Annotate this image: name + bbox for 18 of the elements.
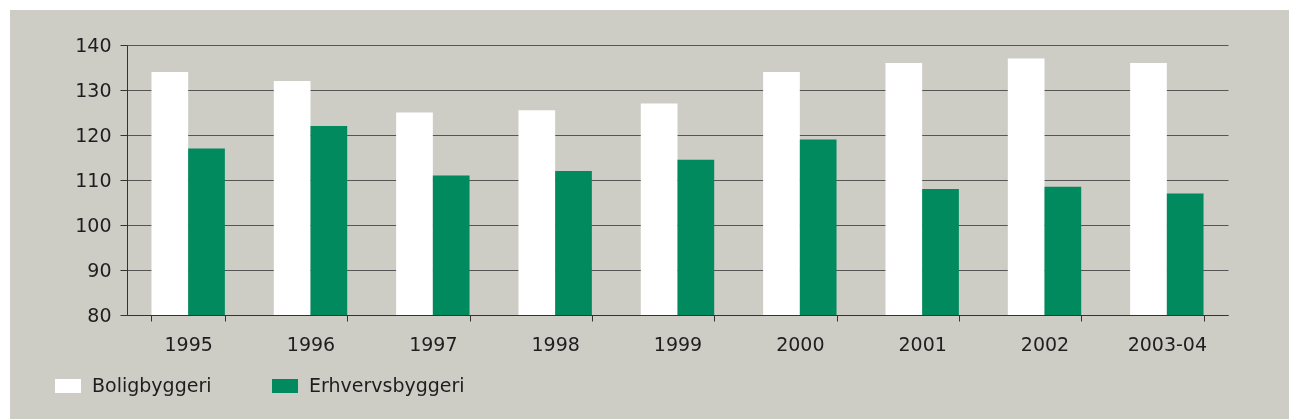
x-tick-label: 1996 <box>286 332 336 355</box>
x-tick-label: 1999 <box>653 332 703 355</box>
x-tick-label: 1998 <box>531 332 580 355</box>
y-tick-label: 110 <box>75 168 112 191</box>
x-tick-label: 2002 <box>1020 332 1070 355</box>
x-tick-label: 2001 <box>898 332 947 355</box>
y-tick-label: 100 <box>75 213 112 236</box>
y-tick-label: 90 <box>87 258 112 281</box>
y-tick-label: 140 <box>75 33 112 56</box>
y-tick-label: 80 <box>87 303 112 326</box>
legend-label: Erhvervsbyggeri <box>309 374 465 396</box>
legend-label: Boligbyggeri <box>92 374 212 396</box>
x-tick-label: 2003-04 <box>1127 332 1208 355</box>
y-tick-label: 130 <box>75 78 112 101</box>
y-tick-label: 120 <box>75 123 112 146</box>
x-tick-label: 2000 <box>776 332 825 355</box>
x-tick-label: 1997 <box>409 332 458 355</box>
x-tick-label: 1995 <box>164 332 213 355</box>
